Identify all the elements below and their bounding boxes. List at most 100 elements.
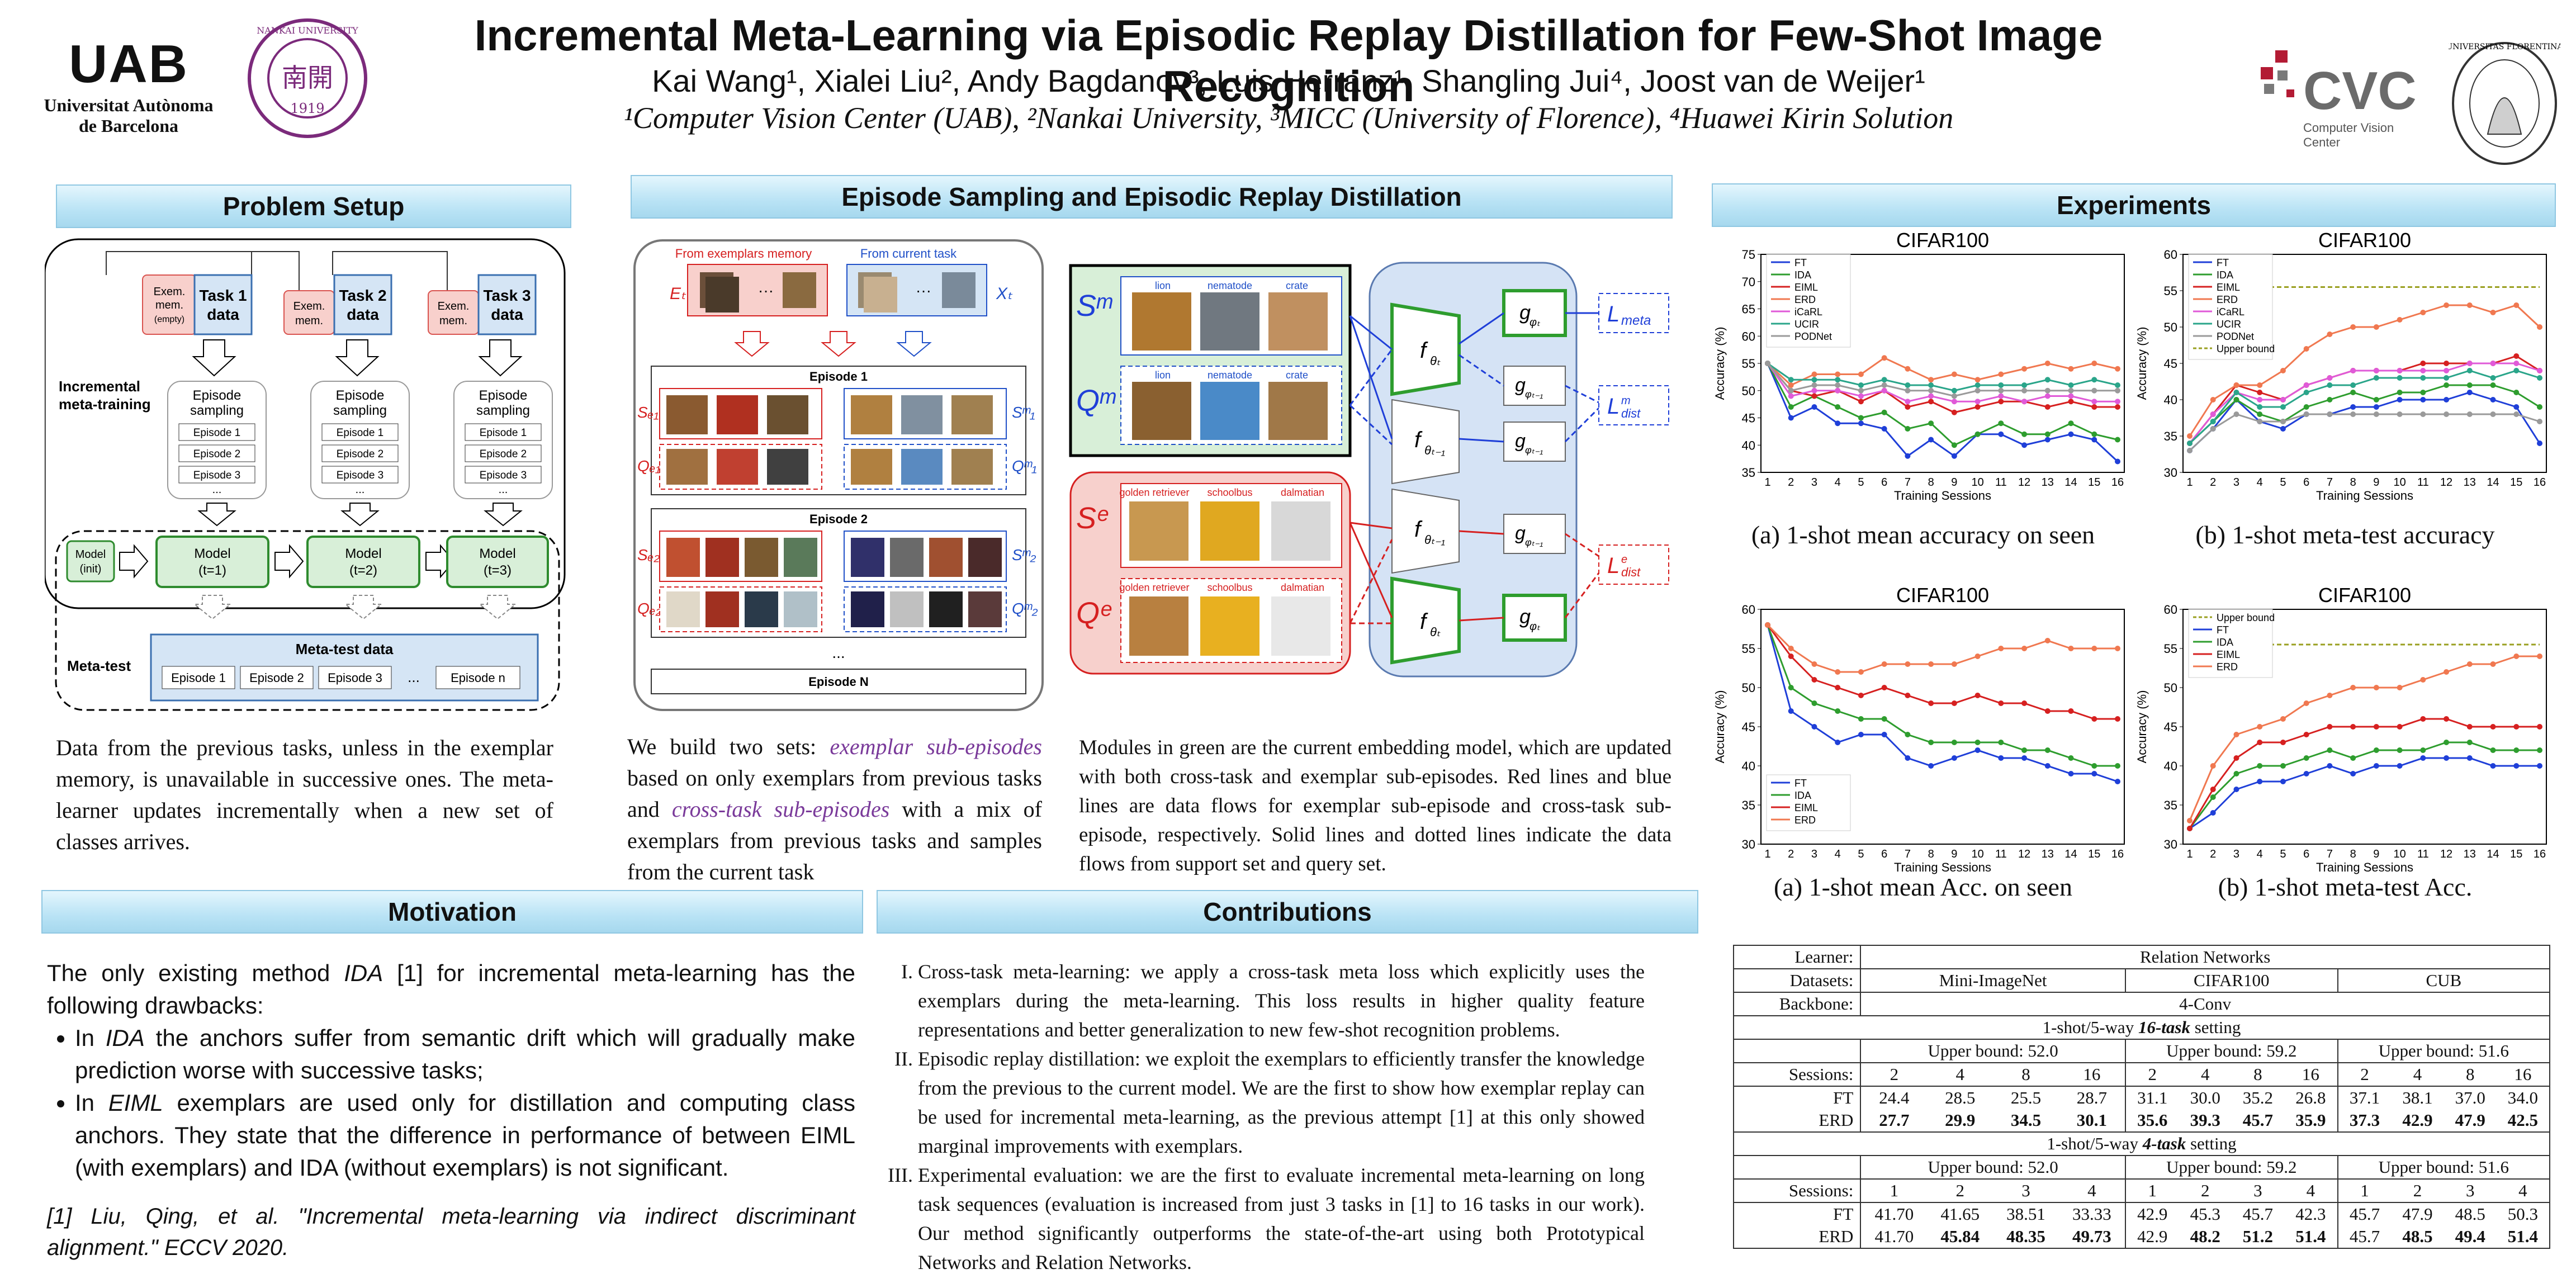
svg-text:...: ... bbox=[832, 644, 845, 661]
data-point bbox=[2444, 368, 2450, 373]
data-point bbox=[1998, 431, 2004, 437]
data-point bbox=[1881, 355, 1887, 361]
series-line bbox=[1767, 362, 2118, 392]
session-header: 2 bbox=[2179, 1178, 2232, 1202]
session-header: 2 bbox=[2124, 1062, 2179, 1086]
result-value: 35.6 bbox=[2124, 1109, 2179, 1132]
svg-text:Episode 1: Episode 1 bbox=[337, 427, 384, 439]
data-point bbox=[2257, 411, 2263, 417]
data-point bbox=[1905, 404, 1911, 410]
y-tick-label: 60 bbox=[1742, 329, 1755, 343]
svg-text:m: m bbox=[1621, 395, 1631, 407]
legend-label: IDA bbox=[1794, 790, 1811, 801]
series-line bbox=[2189, 655, 2540, 821]
data-point bbox=[1951, 399, 1957, 405]
result-value: 35.2 bbox=[2231, 1086, 2284, 1109]
data-point bbox=[2420, 397, 2426, 402]
caption-b-top: (b) 1-shot meta-test accuracy bbox=[2195, 520, 2495, 549]
svg-text:Episode n: Episode n bbox=[451, 671, 505, 685]
data-point bbox=[2373, 368, 2379, 373]
x-tick-label: 4 bbox=[1835, 848, 1841, 860]
data-point bbox=[2021, 442, 2028, 448]
x-tick-label: 14 bbox=[2064, 848, 2077, 860]
data-point bbox=[2091, 437, 2097, 443]
svg-text:mem.: mem. bbox=[155, 299, 183, 311]
series-line bbox=[2189, 370, 2540, 444]
legend-label: UCIR bbox=[1794, 319, 1819, 330]
section-header-contributions: Contributions bbox=[877, 890, 1698, 934]
data-point bbox=[2068, 399, 2074, 405]
y-tick-label: 75 bbox=[1742, 248, 1755, 262]
x-tick-label: 8 bbox=[2350, 848, 2356, 860]
data-point bbox=[1905, 366, 1911, 372]
data-point bbox=[2350, 724, 2356, 730]
data-point bbox=[2187, 441, 2193, 446]
y-axis-label: Accuracy (%) bbox=[1713, 327, 1727, 400]
contribution-item: Cross-task meta-learning: we apply a cro… bbox=[918, 957, 1645, 1044]
data-point bbox=[2513, 404, 2520, 410]
svg-text:(t=3): (t=3) bbox=[484, 563, 512, 578]
y-tick-label: 35 bbox=[1742, 466, 1755, 480]
table-row: Sessions: 2 4 8 16 2 4 8 16 2 4 8 16 bbox=[1734, 1062, 2549, 1086]
data-point bbox=[2303, 390, 2309, 395]
legend-label: ERD bbox=[1794, 815, 1816, 826]
data-point bbox=[2091, 404, 2097, 410]
data-point bbox=[2466, 755, 2473, 761]
svg-text:L: L bbox=[1607, 394, 1620, 419]
data-point bbox=[2444, 669, 2450, 675]
data-point bbox=[2280, 426, 2286, 432]
x-tick-label: 4 bbox=[2257, 848, 2263, 860]
table-row: Upper bound: 52.0 Upper bound: 59.2 Upper … bbox=[1734, 1155, 2549, 1179]
data-point bbox=[1928, 377, 1934, 383]
result-value: 25.5 bbox=[1993, 1086, 2059, 1109]
svg-text:Episode 2: Episode 2 bbox=[249, 671, 304, 685]
data-point bbox=[2115, 646, 2120, 651]
logo-cvc: CVC Computer Vision Center bbox=[2253, 45, 2432, 157]
svg-text:Qₑ₁: Qₑ₁ bbox=[637, 457, 661, 475]
svg-text:(init): (init) bbox=[80, 563, 102, 575]
svg-text:...: ... bbox=[408, 669, 420, 685]
table-row: ERD 41.70 45.84 48.35 49.73 42.9 48.2 51.2 51.4 4… bbox=[1734, 1225, 2549, 1248]
series-line bbox=[2189, 757, 2540, 830]
data-point bbox=[2210, 397, 2216, 402]
y-tick-label: 45 bbox=[2164, 720, 2177, 734]
x-tick-label: 6 bbox=[1881, 476, 1887, 489]
data-point bbox=[2513, 747, 2520, 753]
svg-text:(t=1): (t=1) bbox=[198, 563, 226, 578]
series-line bbox=[1767, 624, 2118, 767]
contribution-item: Episodic replay distillation: we exploit… bbox=[918, 1044, 1645, 1161]
x-tick-label: 13 bbox=[2464, 848, 2476, 860]
x-tick-label: 2 bbox=[2210, 848, 2216, 860]
data-point bbox=[2466, 302, 2473, 308]
data-point bbox=[2373, 747, 2379, 753]
legend-label: EIML bbox=[2217, 649, 2240, 660]
data-point bbox=[1974, 747, 1981, 753]
x-tick-label: 1 bbox=[2186, 848, 2193, 860]
svg-text:Incremental: Incremental bbox=[59, 378, 140, 395]
table-row-label: Sessions: bbox=[1734, 1062, 1862, 1086]
data-point bbox=[1858, 415, 1864, 421]
svg-text:sampling: sampling bbox=[190, 403, 244, 418]
result-value: 51.4 bbox=[2295, 1227, 2326, 1246]
motivation-bullet-1: In IDA the anchors suffer from semantic … bbox=[75, 1022, 855, 1087]
x-tick-label: 13 bbox=[2464, 476, 2476, 489]
result-value: 35.9 bbox=[2295, 1110, 2326, 1130]
data-point bbox=[2397, 411, 2403, 417]
x-tick-label: 10 bbox=[1971, 848, 1983, 860]
data-point bbox=[2233, 390, 2239, 395]
data-point bbox=[2490, 411, 2496, 417]
x-tick-label: 4 bbox=[1835, 476, 1841, 489]
episode-text-em2: cross-task sub-episodes bbox=[671, 797, 890, 822]
setting-row: 1-shot/5-way 4-task setting bbox=[1734, 1131, 2549, 1156]
data-point bbox=[2537, 441, 2542, 446]
data-point bbox=[1811, 371, 1817, 377]
legend-label: Upper bound bbox=[2217, 343, 2275, 354]
svg-text:Episode 2: Episode 2 bbox=[193, 448, 241, 460]
x-tick-label: 1 bbox=[2186, 476, 2193, 489]
session-header: 3 bbox=[2444, 1178, 2497, 1202]
data-point bbox=[1928, 382, 1934, 388]
x-axis-label: Training Sessions bbox=[1894, 489, 1991, 503]
session-header: 1 bbox=[2124, 1178, 2179, 1202]
data-point bbox=[1951, 442, 1957, 448]
data-point bbox=[2373, 397, 2379, 402]
